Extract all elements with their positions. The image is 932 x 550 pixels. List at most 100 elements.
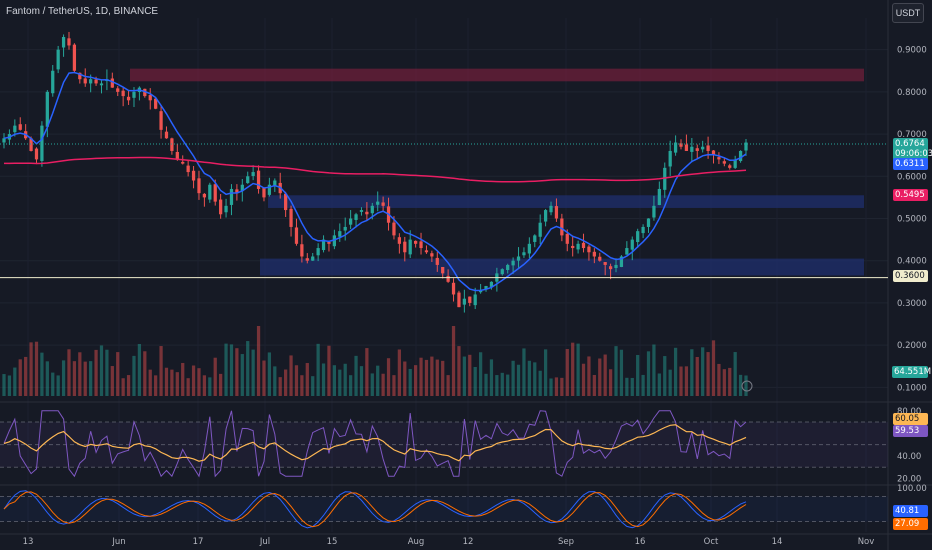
candle-body	[554, 206, 559, 219]
volume-bar	[673, 347, 678, 396]
volume-bar	[105, 349, 109, 396]
volume-bar	[370, 373, 374, 396]
rsi-ma-line	[3, 424, 747, 462]
volume-bar	[300, 375, 304, 396]
candle-body	[581, 242, 586, 249]
volume-bar	[116, 352, 120, 396]
y-tick-label: 0.1000	[897, 383, 927, 393]
volume-bar	[695, 356, 699, 396]
volume-bar	[495, 375, 499, 396]
candle-body	[191, 170, 196, 181]
volume-bar	[565, 349, 569, 396]
volume-bar	[587, 356, 591, 396]
volume-bar	[549, 378, 553, 396]
candle-body	[473, 294, 477, 306]
candle-body	[213, 184, 217, 202]
candle-body	[646, 218, 651, 227]
candle-body	[684, 144, 689, 151]
candle-body	[359, 210, 364, 212]
candle-body	[397, 237, 401, 244]
volume-bar	[500, 372, 504, 396]
candle-body	[695, 148, 699, 151]
volume-bar	[408, 368, 412, 396]
stoch-k-tag: 40.81	[893, 505, 928, 517]
volume-bar	[51, 372, 55, 396]
candle-body	[706, 145, 710, 151]
candle-body	[636, 231, 640, 243]
candle-body	[738, 150, 743, 162]
volume-bar	[484, 373, 488, 396]
volume-bar	[327, 345, 331, 396]
currency-button[interactable]: USDT	[892, 3, 924, 23]
volume-bar	[34, 341, 39, 396]
candle-body	[289, 208, 293, 227]
candle-body	[154, 98, 158, 109]
candle-body	[403, 241, 407, 253]
volume-bar	[29, 342, 33, 396]
candle-body	[29, 138, 33, 151]
rsi-line	[3, 410, 747, 478]
volume-bar	[197, 368, 201, 396]
volume-bar	[608, 369, 613, 396]
volume-bar	[219, 373, 223, 396]
candle-body	[722, 161, 726, 164]
volume-bar	[246, 341, 250, 396]
rsi-tick-label: 20.00	[897, 474, 921, 484]
volume-bar	[213, 357, 217, 396]
candle-body	[181, 161, 185, 164]
volume-bar	[256, 326, 261, 396]
volume-bar	[83, 361, 87, 396]
candle-body	[430, 253, 434, 257]
x-tick-label: Oct	[704, 537, 719, 547]
candle-body	[67, 38, 71, 46]
candle-body	[202, 193, 207, 198]
candle-body	[338, 231, 342, 237]
volume-bar	[581, 363, 586, 396]
rsi-tick-label: 40.00	[897, 452, 921, 462]
candle-body	[159, 111, 163, 130]
volume-bar	[2, 374, 6, 396]
candle-body	[614, 264, 618, 269]
volume-bar	[625, 377, 629, 396]
candle-body	[45, 91, 49, 127]
volume-bar	[435, 359, 439, 396]
stoch-d-line	[3, 491, 747, 528]
countdown-value: 09:06:03	[895, 149, 932, 159]
x-tick-label: 16	[635, 537, 646, 547]
volume-bar	[430, 356, 434, 396]
volume-bar	[321, 363, 326, 396]
candle-body	[533, 235, 537, 242]
candle-body	[728, 165, 732, 168]
volume-bar	[126, 375, 131, 396]
candle-body	[560, 218, 564, 236]
volume-bar	[376, 365, 380, 396]
volume-bar	[511, 360, 515, 396]
volume-bar	[728, 367, 732, 396]
candle-body	[13, 125, 17, 133]
candle-body	[219, 199, 223, 215]
volume-bar	[744, 375, 748, 396]
rsi-tag: 60.05	[893, 413, 928, 425]
candle-body	[164, 131, 169, 139]
volume-bar	[522, 348, 526, 396]
candle-body	[94, 79, 98, 84]
x-tick-label: Aug	[408, 537, 425, 547]
candle-body	[673, 142, 678, 153]
candle-body	[316, 248, 320, 256]
candle-body	[663, 167, 667, 190]
candle-body	[148, 95, 152, 101]
volume-bar	[235, 348, 239, 396]
candle-body	[78, 72, 82, 80]
candle-body	[246, 176, 250, 184]
volume-bar	[251, 349, 255, 396]
volume-bar	[132, 355, 136, 396]
candle-body	[18, 124, 22, 130]
candle-body	[451, 282, 456, 295]
y-tick-label: 0.5000	[897, 214, 927, 224]
y-tick-label: 0.3000	[897, 299, 927, 309]
volume-bar	[646, 351, 651, 396]
candle-body	[321, 239, 326, 251]
volume-bar	[7, 375, 12, 396]
volume-bar	[175, 372, 179, 396]
